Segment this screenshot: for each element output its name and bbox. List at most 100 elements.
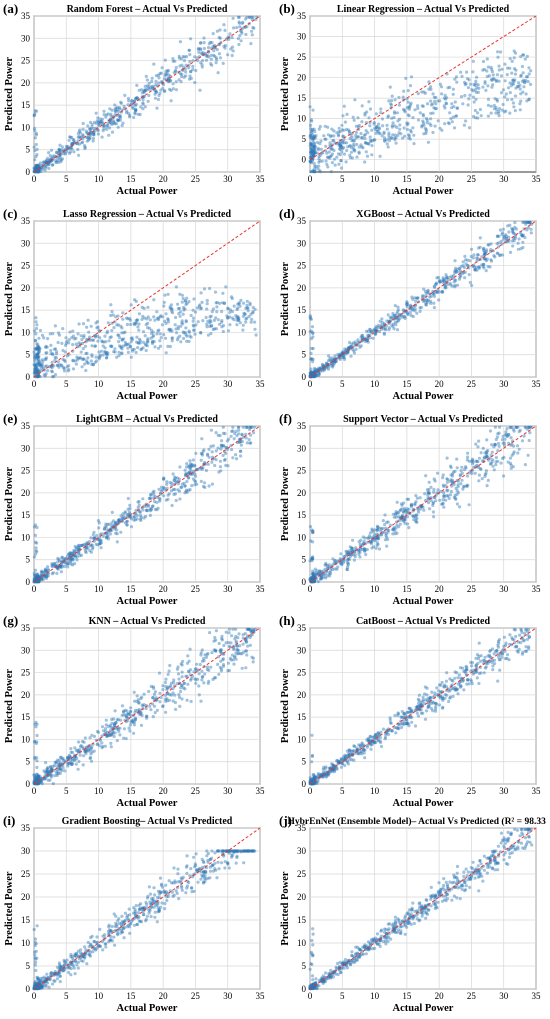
- data-point: [81, 543, 86, 547]
- data-point: [339, 159, 343, 163]
- data-point: [176, 672, 181, 676]
- data-point: [311, 357, 315, 361]
- data-point: [33, 329, 37, 333]
- data-point: [58, 157, 62, 161]
- x-tick-label: 10: [94, 584, 104, 594]
- data-point: [166, 68, 171, 73]
- data-point: [523, 220, 527, 224]
- data-point: [477, 265, 481, 269]
- data-point: [498, 668, 502, 672]
- data-point: [315, 572, 319, 576]
- data-point: [357, 135, 361, 139]
- data-point: [429, 485, 433, 489]
- data-point: [314, 164, 318, 168]
- data-point: [309, 142, 313, 146]
- data-point: [232, 662, 236, 666]
- data-point: [45, 162, 49, 166]
- data-point: [35, 777, 39, 781]
- data-point: [146, 86, 150, 90]
- data-point: [91, 139, 95, 143]
- chart-title: Random Forest – Actual Vs Predicted: [67, 4, 228, 15]
- data-point: [80, 739, 85, 744]
- data-point: [350, 546, 354, 550]
- data-point: [69, 560, 73, 564]
- data-point: [36, 375, 40, 379]
- data-point: [437, 279, 441, 283]
- data-point: [399, 132, 403, 136]
- data-point: [194, 678, 198, 682]
- data-point: [345, 550, 349, 554]
- data-point: [452, 470, 456, 474]
- data-point: [433, 701, 437, 705]
- data-point: [80, 141, 84, 145]
- data-point: [332, 138, 336, 143]
- data-point: [358, 542, 362, 546]
- data-point: [459, 684, 463, 688]
- data-point: [491, 458, 495, 462]
- data-point: [37, 336, 41, 340]
- data-point: [447, 496, 451, 500]
- data-point: [158, 491, 162, 495]
- data-point: [394, 726, 398, 730]
- data-point: [251, 15, 255, 19]
- data-point: [423, 492, 427, 496]
- data-point: [420, 125, 424, 129]
- data-point: [348, 551, 352, 555]
- data-point: [125, 715, 129, 719]
- data-point: [409, 503, 413, 507]
- y-tick-label: 35: [21, 623, 31, 633]
- data-point: [172, 478, 176, 482]
- data-point: [309, 357, 313, 361]
- x-tick-label: 20: [159, 174, 169, 184]
- data-point: [513, 51, 518, 55]
- panel-letter: (f): [279, 411, 292, 426]
- data-point: [199, 451, 203, 456]
- data-point: [162, 333, 166, 337]
- data-point: [426, 496, 430, 500]
- data-point: [109, 728, 113, 732]
- chart-panel: (f) Support Vector – Actual Vs Predicted0…: [279, 411, 541, 607]
- data-point: [494, 437, 498, 442]
- data-point: [415, 513, 419, 517]
- data-point: [66, 144, 70, 149]
- data-point: [376, 525, 380, 529]
- data-point: [389, 103, 393, 107]
- data-point: [32, 145, 36, 149]
- data-point: [333, 567, 337, 571]
- data-point: [318, 153, 322, 157]
- data-point: [420, 124, 424, 128]
- data-point: [107, 133, 111, 137]
- data-point: [96, 120, 100, 124]
- data-point: [88, 335, 92, 339]
- data-point: [483, 451, 487, 455]
- data-point: [45, 770, 49, 774]
- data-point: [122, 104, 126, 108]
- data-point: [244, 17, 248, 21]
- data-point: [66, 552, 71, 556]
- data-point: [33, 568, 38, 572]
- data-point: [235, 26, 239, 30]
- data-point: [91, 362, 95, 366]
- data-point: [177, 693, 181, 697]
- data-point: [39, 778, 43, 782]
- data-point: [179, 340, 183, 344]
- data-point: [310, 170, 315, 174]
- data-point: [237, 316, 241, 320]
- data-point: [471, 59, 475, 63]
- data-point: [244, 638, 248, 642]
- data-point: [184, 471, 188, 475]
- data-point: [409, 503, 413, 507]
- data-point: [37, 578, 42, 582]
- data-point: [374, 535, 378, 539]
- data-point: [57, 160, 61, 164]
- data-point: [230, 296, 234, 301]
- data-point: [117, 520, 121, 524]
- data-point: [311, 531, 315, 535]
- data-point: [398, 117, 402, 121]
- data-point: [45, 574, 49, 578]
- data-point: [432, 515, 436, 519]
- data-point: [199, 458, 203, 462]
- data-point: [473, 83, 477, 87]
- data-point: [473, 268, 477, 272]
- data-point: [407, 134, 412, 138]
